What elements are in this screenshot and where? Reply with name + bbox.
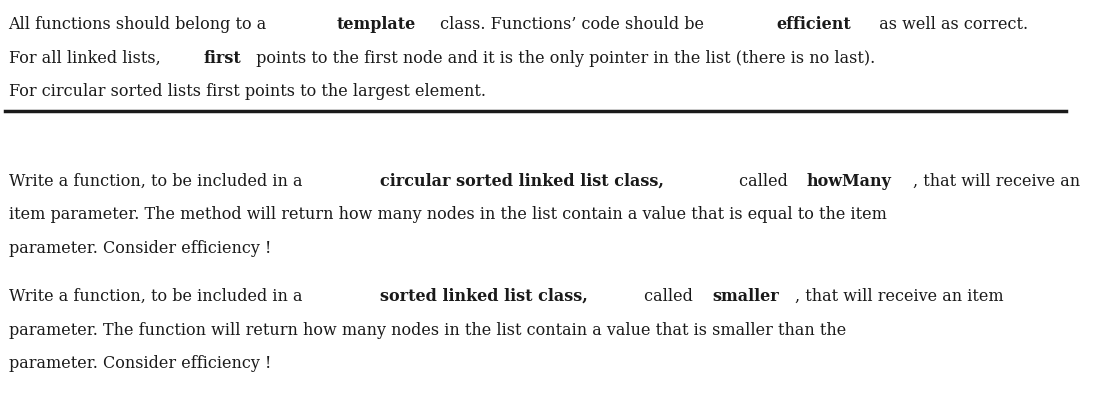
Text: efficient: efficient (777, 16, 851, 33)
Text: circular sorted linked list class,: circular sorted linked list class, (380, 173, 664, 190)
Text: Write a function, to be included in a: Write a function, to be included in a (9, 288, 308, 305)
Text: For all linked lists,: For all linked lists, (9, 50, 166, 67)
Text: points to the first node and it is the only pointer in the list (there is no las: points to the first node and it is the o… (251, 50, 875, 67)
Text: called: called (733, 173, 792, 190)
Text: parameter. Consider efficiency !: parameter. Consider efficiency ! (9, 355, 271, 372)
Text: sorted linked list class,: sorted linked list class, (380, 288, 588, 305)
Text: , that will receive an: , that will receive an (912, 173, 1080, 190)
Text: class. Functions’ code should be: class. Functions’ code should be (436, 16, 709, 33)
Text: Write a function, to be included in a: Write a function, to be included in a (9, 173, 308, 190)
Text: first: first (203, 50, 241, 67)
Text: parameter. Consider efficiency !: parameter. Consider efficiency ! (9, 240, 271, 257)
Text: item parameter. The method will return how many nodes in the list contain a valu: item parameter. The method will return h… (9, 206, 887, 224)
Text: , that will receive an item: , that will receive an item (795, 288, 1004, 305)
Text: howMany: howMany (807, 173, 892, 190)
Text: template: template (337, 16, 416, 33)
Text: parameter. The function will return how many nodes in the list contain a value t: parameter. The function will return how … (9, 322, 845, 339)
Text: All functions should belong to a: All functions should belong to a (9, 16, 272, 33)
Text: as well as correct.: as well as correct. (869, 16, 1029, 33)
Text: For circular sorted lists first points to the largest element.: For circular sorted lists first points t… (9, 83, 486, 100)
Text: called: called (639, 288, 698, 305)
Text: smaller: smaller (712, 288, 779, 305)
